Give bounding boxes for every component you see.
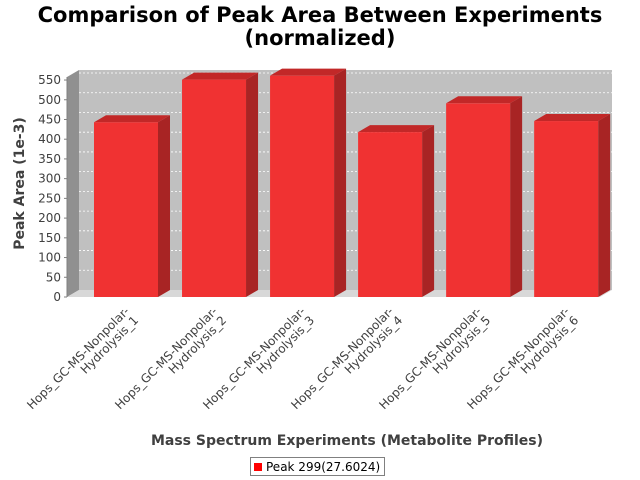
- y-axis-label: Peak Area (1e-3): [12, 117, 28, 250]
- bar-side: [158, 115, 170, 297]
- bar: [94, 122, 158, 297]
- bar-top: [94, 115, 170, 123]
- y-tick-label: 500: [38, 93, 61, 107]
- y-tick-label: 250: [38, 191, 61, 205]
- bar: [270, 75, 335, 297]
- bar-top: [358, 125, 435, 133]
- bar-side: [246, 72, 259, 298]
- bar-side: [334, 68, 347, 297]
- bar-side: [510, 96, 523, 297]
- y-tick-label: 100: [38, 251, 61, 265]
- y-tick-label: 450: [38, 112, 61, 126]
- bar: [534, 121, 599, 297]
- legend-swatch: [254, 462, 262, 471]
- y-tick-label: 200: [38, 211, 61, 225]
- y-tick-label: 150: [38, 231, 61, 245]
- bar: [358, 132, 423, 297]
- bar-side: [422, 125, 435, 297]
- bar-top: [446, 96, 523, 104]
- x-tick-label: Hops_GC-MS-Nonpolar-: [24, 304, 132, 412]
- bar-side: [598, 114, 611, 297]
- bar-top: [270, 68, 347, 76]
- bar: [446, 103, 511, 297]
- legend-label: Peak 299(27.6024): [266, 459, 381, 474]
- bar: [182, 79, 247, 298]
- plot-side-wall: [67, 70, 79, 297]
- bar-top: [182, 72, 259, 80]
- y-tick-label: 550: [38, 73, 61, 87]
- y-tick-label: 0: [53, 290, 61, 304]
- y-tick-label: 50: [46, 270, 61, 284]
- bar-top: [534, 114, 611, 122]
- x-axis-label: Mass Spectrum Experiments (Metabolite Pr…: [151, 433, 543, 449]
- y-tick-label: 400: [38, 132, 61, 146]
- chart-legend: Peak 299(27.6024): [250, 457, 386, 476]
- y-tick-label: 300: [38, 172, 61, 186]
- y-tick-label: 350: [38, 152, 61, 166]
- chart-title-line-1: Comparison of Peak Area Between Experime…: [37, 3, 603, 27]
- chart-title-line-2: (normalized): [244, 26, 396, 50]
